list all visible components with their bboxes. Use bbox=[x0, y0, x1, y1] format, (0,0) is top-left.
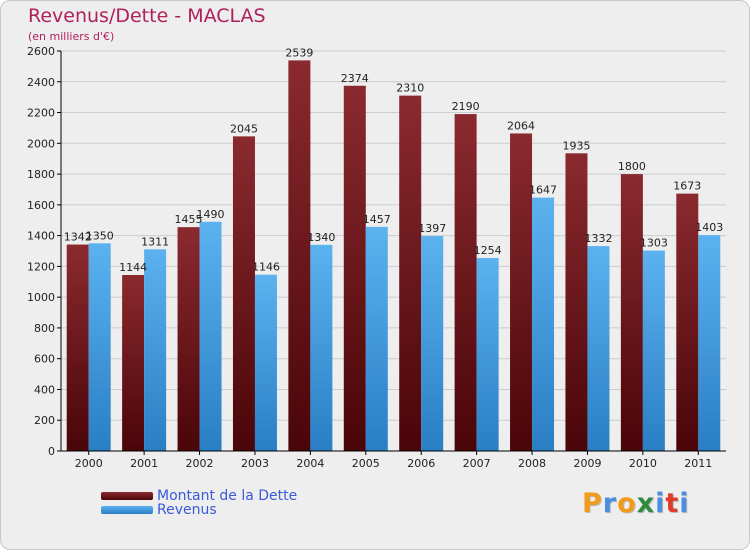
data-label-debt: 2064 bbox=[507, 119, 535, 132]
bar-revenue bbox=[587, 246, 610, 451]
proxiti-logo: Proxiti bbox=[582, 488, 690, 519]
data-label-debt: 1455 bbox=[175, 213, 203, 226]
bar-debt bbox=[454, 114, 477, 452]
bars bbox=[66, 60, 721, 452]
x-tick-label: 2001 bbox=[130, 457, 158, 470]
y-tick-label: 400 bbox=[34, 383, 55, 396]
bar-revenue bbox=[88, 243, 111, 451]
data-label-debt: 1800 bbox=[618, 160, 646, 173]
bar-debt bbox=[510, 133, 533, 451]
data-label-revenue: 1403 bbox=[695, 221, 723, 234]
x-tick-label: 2004 bbox=[296, 457, 324, 470]
bar-revenue bbox=[365, 226, 388, 451]
y-tick-label: 1200 bbox=[27, 260, 55, 273]
bar-revenue bbox=[421, 236, 444, 451]
x-tick-label: 2010 bbox=[629, 457, 657, 470]
x-axis-ticks: 2000 2001 2002 2003 2004 2005 2006 2007 2008 2009… bbox=[75, 451, 712, 470]
bar-debt bbox=[232, 136, 255, 451]
data-label-debt: 1342 bbox=[64, 231, 92, 244]
logo-letter: P bbox=[582, 488, 603, 519]
legend-label-revenue: Revenus bbox=[157, 502, 217, 518]
y-tick-label: 2400 bbox=[27, 76, 55, 89]
y-tick-label: 1600 bbox=[27, 199, 55, 212]
logo-letter: x bbox=[636, 488, 656, 519]
legend-item-revenue: Revenus bbox=[101, 502, 217, 518]
bar-debt bbox=[620, 174, 643, 452]
x-tick-label: 2011 bbox=[684, 457, 712, 470]
bar-debt bbox=[66, 244, 89, 451]
x-tick-label: 2008 bbox=[518, 457, 546, 470]
bar-revenue bbox=[310, 244, 333, 451]
data-label-revenue: 1490 bbox=[197, 208, 225, 221]
bar-debt bbox=[676, 193, 699, 451]
bar-revenue bbox=[254, 274, 277, 451]
bar-revenue bbox=[199, 221, 222, 451]
legend-swatch-debt bbox=[101, 492, 153, 500]
bar-debt bbox=[122, 275, 145, 451]
x-tick-label: 2003 bbox=[241, 457, 269, 470]
chart-title: Revenus/Dette - MACLAS bbox=[28, 5, 266, 27]
data-label-debt: 2190 bbox=[452, 100, 480, 113]
legend-item-debt: Montant de la Dette bbox=[101, 488, 297, 504]
data-label-debt: 2310 bbox=[396, 82, 424, 95]
chart-subtitle: (en milliers d'€) bbox=[28, 30, 115, 43]
bar-revenue bbox=[698, 235, 721, 451]
bar-revenue bbox=[642, 250, 665, 451]
data-label-revenue: 1303 bbox=[640, 237, 668, 250]
bar-revenue bbox=[532, 197, 555, 451]
x-tick-label: 2000 bbox=[75, 457, 103, 470]
y-tick-label: 0 bbox=[48, 445, 55, 458]
logo-letter: t bbox=[665, 488, 680, 519]
y-tick-label: 2600 bbox=[27, 45, 55, 58]
bar-debt bbox=[565, 153, 588, 452]
data-label-revenue: 1397 bbox=[418, 222, 446, 235]
bar-revenue bbox=[476, 258, 499, 451]
y-tick-label: 1000 bbox=[27, 291, 55, 304]
y-tick-label: 1400 bbox=[27, 230, 55, 243]
legend-swatch-revenue bbox=[101, 506, 153, 514]
data-label-revenue: 1350 bbox=[86, 229, 114, 242]
data-label-revenue: 1340 bbox=[307, 231, 335, 244]
data-label-revenue: 1647 bbox=[529, 184, 557, 197]
data-label-debt: 2374 bbox=[341, 72, 369, 85]
y-tick-label: 2000 bbox=[27, 137, 55, 150]
data-label-revenue: 1457 bbox=[363, 213, 391, 226]
data-label-debt: 2045 bbox=[230, 122, 258, 135]
bar-debt bbox=[288, 60, 311, 452]
bar-debt bbox=[343, 85, 366, 452]
y-tick-label: 1800 bbox=[27, 168, 55, 181]
bar-debt bbox=[399, 95, 422, 451]
data-label-debt: 1673 bbox=[673, 180, 701, 193]
y-tick-label: 600 bbox=[34, 353, 55, 366]
legend-label-debt: Montant de la Dette bbox=[157, 488, 298, 504]
bar-revenue bbox=[144, 249, 167, 451]
x-tick-label: 2007 bbox=[463, 457, 491, 470]
data-label-revenue: 1332 bbox=[584, 232, 612, 245]
grid-lines bbox=[61, 50, 726, 452]
x-tick-label: 2006 bbox=[407, 457, 435, 470]
y-axis-ticks: 0 200 400 600 800 1000 1200 1400 1600 1800 2000 220… bbox=[27, 45, 61, 458]
logo-letter: i bbox=[655, 488, 666, 519]
logo-letter: i bbox=[679, 488, 690, 519]
data-label-debt: 1935 bbox=[562, 139, 590, 152]
x-tick-label: 2005 bbox=[352, 457, 380, 470]
bar-debt bbox=[177, 227, 200, 451]
data-label-debt: 1144 bbox=[119, 261, 147, 274]
y-tick-label: 2200 bbox=[27, 107, 55, 120]
data-label-debt: 2539 bbox=[285, 46, 313, 59]
x-tick-label: 2002 bbox=[186, 457, 214, 470]
data-label-revenue: 1254 bbox=[474, 244, 502, 257]
data-label-revenue: 1311 bbox=[141, 235, 169, 248]
logo-letter: o bbox=[617, 488, 637, 519]
x-tick-label: 2009 bbox=[573, 457, 601, 470]
data-label-revenue: 1146 bbox=[252, 261, 280, 274]
y-tick-label: 800 bbox=[34, 322, 55, 335]
y-tick-label: 200 bbox=[34, 414, 55, 427]
logo-letter: r bbox=[602, 488, 618, 519]
